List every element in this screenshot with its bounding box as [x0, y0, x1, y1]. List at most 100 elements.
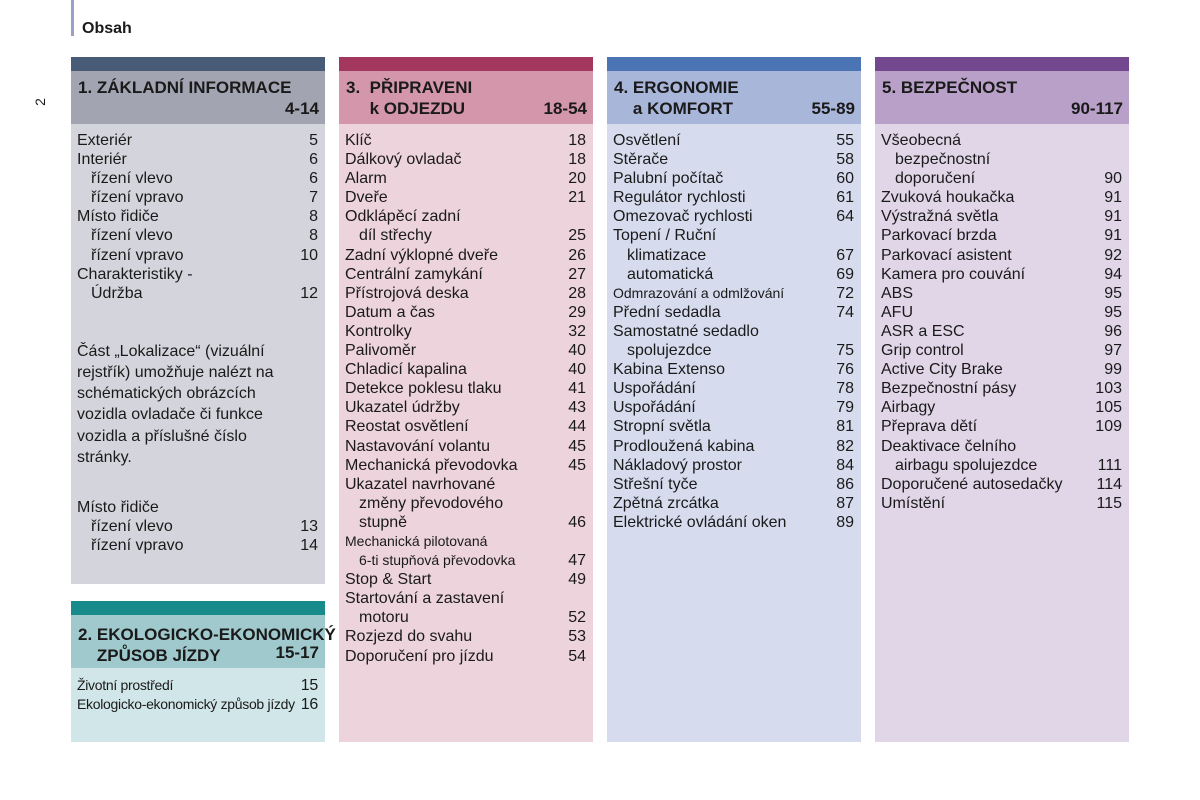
- toc-entry[interactable]: Palivoměr 40: [345, 341, 586, 360]
- entry-label-line: Parkovací asistent: [881, 246, 1012, 264]
- entry-page-number: 6: [309, 170, 318, 188]
- toc-entry[interactable]: Klíč 18: [345, 131, 586, 150]
- entry-label-line: Centrální zamykání: [345, 265, 483, 283]
- toc-entry[interactable]: Místo řidiče 8: [77, 207, 318, 226]
- toc-entry[interactable]: řízení vlevo 13: [77, 517, 318, 536]
- entry-label: Výstražná světla: [881, 207, 998, 226]
- entry-page-number: 96: [1104, 322, 1122, 340]
- toc-entry[interactable]: Ekologicko-ekonomický způsob jízdy 16: [77, 695, 318, 714]
- toc-entry[interactable]: Topení / Ruční klimatizace automatická 67 69: [613, 226, 854, 283]
- entry-label-line: Místo řidiče: [77, 208, 159, 226]
- entry-page-number: 15: [300, 677, 319, 694]
- toc-entry[interactable]: Zvuková houkačka 91: [881, 188, 1122, 207]
- entry-page-number: 45: [568, 456, 586, 474]
- toc-entry[interactable]: Dálkový ovladač 18: [345, 150, 586, 169]
- toc-entry[interactable]: Přeprava dětí 109: [881, 417, 1122, 436]
- toc-entry[interactable]: Místo řidiče: [77, 498, 318, 517]
- toc-entry[interactable]: Kamera pro couvání 94: [881, 265, 1122, 284]
- toc-entry[interactable]: Kabina Extenso 76: [613, 360, 854, 379]
- toc-entry[interactable]: Zpětná zrcátka 87: [613, 494, 854, 513]
- toc-entry[interactable]: Stěrače 58: [613, 150, 854, 169]
- toc-entry[interactable]: Ukazatel navrhované změny převodového stup…: [345, 475, 586, 532]
- toc-entry[interactable]: Přístrojová deska 28: [345, 284, 586, 303]
- toc-entry[interactable]: Centrální zamykání 27: [345, 265, 586, 284]
- toc-entry[interactable]: Střešní tyče 86: [613, 475, 854, 494]
- toc-entry[interactable]: řízení vlevo 6: [77, 169, 318, 188]
- entry-page: 105: [1089, 398, 1122, 417]
- toc-entry[interactable]: Exteriér 5: [77, 131, 318, 150]
- toc-entry[interactable]: řízení vlevo 8: [77, 226, 318, 245]
- toc-entry[interactable]: Palubní počítač 60: [613, 169, 854, 188]
- toc-entry[interactable]: Ukazatel údržby 43: [345, 398, 586, 417]
- toc-entry[interactable]: Deaktivace čelního airbagu spolujezdce 111: [881, 437, 1122, 475]
- entry-page: 58: [830, 150, 854, 169]
- section-ergonomics: 4. ERGONOMIE a KOMFORT 55-89 Osvětlení 55 St…: [607, 57, 861, 742]
- toc-entry[interactable]: Active City Brake 99: [881, 360, 1122, 379]
- toc-entry[interactable]: Nákladový prostor 84: [613, 456, 854, 475]
- toc-entry[interactable]: Životní prostředí 15: [77, 676, 318, 695]
- toc-entry[interactable]: Všeobecná bezpečnostní doporučení 90: [881, 131, 1122, 188]
- toc-entry[interactable]: Osvětlení 55: [613, 131, 854, 150]
- toc-entry[interactable]: Doporučení pro jízdu 54: [345, 647, 586, 666]
- toc-entry[interactable]: Uspořádání 78: [613, 379, 854, 398]
- entry-page-number: 10: [300, 246, 318, 264]
- toc-entry[interactable]: Charakteristiky - Údržba 12: [77, 265, 318, 303]
- toc-entry[interactable]: řízení vpravo 7: [77, 188, 318, 207]
- toc-entry[interactable]: Odmrazování a odmlžování 72: [613, 284, 854, 303]
- entry-label-line: Životní prostředí: [77, 677, 174, 693]
- toc-entry[interactable]: řízení vpravo 10: [77, 246, 318, 265]
- toc-entry[interactable]: Odklápěcí zadní díl střechy 25: [345, 207, 586, 245]
- entry-page: 82: [830, 437, 854, 456]
- toc-entry[interactable]: Grip control 97: [881, 341, 1122, 360]
- toc-entry[interactable]: Dveře 21: [345, 188, 586, 207]
- toc-entry[interactable]: Stop & Start 49: [345, 570, 586, 589]
- entry-page-number: 21: [568, 189, 586, 207]
- entry-label: Parkovací brzda: [881, 226, 997, 245]
- toc-entry[interactable]: Rozjezd do svahu 53: [345, 627, 586, 646]
- toc-entry[interactable]: Interiér 6: [77, 150, 318, 169]
- toc-entry[interactable]: Regulátor rychlosti 61: [613, 188, 854, 207]
- toc-entry[interactable]: Startování a zastavení motoru 52: [345, 589, 586, 627]
- entry-page-number: 79: [836, 399, 854, 417]
- entry-label-line: Kontrolky: [345, 322, 412, 340]
- toc-entry[interactable]: Airbagy 105: [881, 398, 1122, 417]
- toc-entry[interactable]: Samostatné sedadlo spolujezdce 75: [613, 322, 854, 360]
- toc-entry[interactable]: Uspořádání 79: [613, 398, 854, 417]
- toc-entry[interactable]: Chladicí kapalina 40: [345, 360, 586, 379]
- toc-entry[interactable]: řízení vpravo 14: [77, 536, 318, 555]
- toc-entry[interactable]: Mechanická pilotovaná 6-ti stupňová převo…: [345, 532, 586, 570]
- toc-entry[interactable]: Doporučené autosedačky 114: [881, 475, 1122, 494]
- entry-page: 12: [294, 284, 318, 303]
- toc-entry[interactable]: Datum a čas 29: [345, 303, 586, 322]
- toc-entry[interactable]: Detekce poklesu tlaku 41: [345, 379, 586, 398]
- entry-label: Grip control: [881, 341, 964, 360]
- toc-entry[interactable]: Přední sedadla 74: [613, 303, 854, 322]
- toc-entry[interactable]: Kontrolky 32: [345, 322, 586, 341]
- entry-page: 78: [830, 379, 854, 398]
- section-page-range: 4-14: [284, 99, 319, 118]
- toc-entry[interactable]: Umístění 115: [881, 494, 1122, 513]
- entry-label-line: Všeobecná: [881, 132, 962, 149]
- toc-entry[interactable]: Mechanická převodovka 45: [345, 456, 586, 475]
- entry-label-line: Omezovač rychlosti: [613, 208, 753, 226]
- toc-entry[interactable]: Omezovač rychlosti 64: [613, 207, 854, 226]
- toc-entry[interactable]: Alarm 20: [345, 169, 586, 188]
- toc-entry[interactable]: Reostat osvětlení 44: [345, 417, 586, 436]
- toc-entry[interactable]: Elektrické ovládání oken 89: [613, 513, 854, 532]
- toc-entry[interactable]: Bezpečnostní pásy 103: [881, 379, 1122, 398]
- toc-entry[interactable]: Stropní světla 81: [613, 417, 854, 436]
- entry-page: 40: [562, 341, 586, 360]
- toc-entry[interactable]: Parkovací asistent 92: [881, 246, 1122, 265]
- toc-entry[interactable]: Prodloužená kabina 82: [613, 437, 854, 456]
- toc-entry[interactable]: ASR a ESC 96: [881, 322, 1122, 341]
- toc-entry[interactable]: Výstražná světla 91: [881, 207, 1122, 226]
- entry-label: ABS: [881, 284, 913, 303]
- section-ready-to-go: 3. PŘIPRAVENI k ODJEZDU 18-54 Klíč 18 Dálkov…: [339, 57, 593, 742]
- section-page-range: 15-17: [275, 643, 319, 662]
- toc-entry[interactable]: Nastavování volantu 45: [345, 437, 586, 456]
- toc-entry[interactable]: AFU 95: [881, 303, 1122, 322]
- entry-label: Interiér: [77, 150, 127, 169]
- toc-entry[interactable]: ABS 95: [881, 284, 1122, 303]
- toc-entry[interactable]: Parkovací brzda 91: [881, 226, 1122, 245]
- toc-entry[interactable]: Zadní výklopné dveře 26: [345, 246, 586, 265]
